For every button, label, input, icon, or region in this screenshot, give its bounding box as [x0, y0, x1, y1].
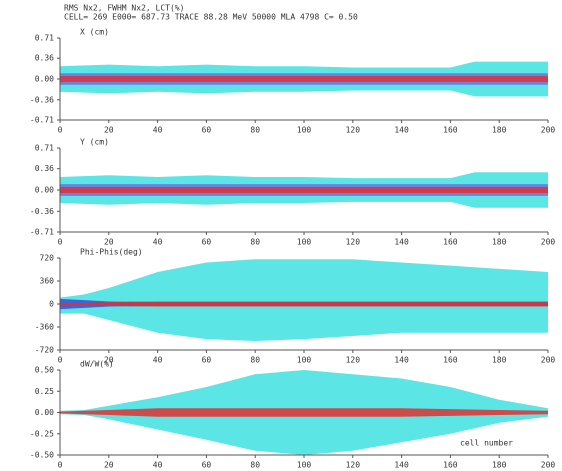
x-tick-label: 60	[202, 461, 212, 470]
x-tick-label: 20	[104, 356, 114, 365]
y-tick-label: 0.36	[35, 164, 54, 173]
annotation: cell number	[460, 439, 513, 448]
x-tick-label: 40	[153, 461, 163, 470]
envelope	[60, 259, 548, 342]
panel-label: dW/W(%)	[80, 360, 114, 369]
x-tick-label: 200	[541, 356, 556, 365]
chart-title: RMS Nx2, FWHM Nx2, LCT(%)	[64, 4, 184, 13]
x-tick-label: 60	[202, 356, 212, 365]
x-tick-label: 160	[443, 126, 458, 135]
x-tick-label: 100	[297, 238, 312, 247]
chart-subtitle: CELL= 269 E000= 687.73 TRACE 88.28 MeV 5…	[64, 13, 358, 22]
x-tick-label: 160	[443, 356, 458, 365]
y-tick-label: 0.25	[35, 387, 54, 396]
x-tick-label: 160	[443, 238, 458, 247]
x-tick-label: 40	[153, 356, 163, 365]
envelope	[60, 187, 548, 193]
panel-label: Y (cm)	[80, 138, 109, 147]
y-tick-label: -0.36	[30, 95, 54, 104]
y-tick-label: 720	[40, 254, 55, 263]
x-tick-label: 180	[492, 461, 507, 470]
x-tick-label: 120	[346, 126, 361, 135]
x-tick-label: 20	[104, 126, 114, 135]
x-tick-label: 60	[202, 126, 212, 135]
x-tick-label: 180	[492, 126, 507, 135]
y-tick-label: -720	[35, 346, 54, 355]
x-tick-label: 120	[346, 461, 361, 470]
x-tick-label: 40	[153, 126, 163, 135]
envelope	[60, 76, 548, 82]
y-tick-label: -360	[35, 323, 54, 332]
y-tick-label: 0	[49, 300, 54, 309]
envelope	[60, 408, 548, 417]
x-tick-label: 0	[58, 356, 63, 365]
x-tick-label: 120	[346, 238, 361, 247]
x-tick-label: 100	[297, 461, 312, 470]
y-tick-label: 0.00	[35, 408, 54, 417]
y-tick-label: 0.71	[35, 34, 54, 43]
x-tick-label: 120	[346, 356, 361, 365]
x-tick-label: 20	[104, 238, 114, 247]
x-tick-label: 40	[153, 238, 163, 247]
envelope	[60, 301, 548, 307]
y-tick-label: -0.36	[30, 207, 54, 216]
y-tick-label: -0.71	[30, 116, 54, 125]
x-tick-label: 140	[394, 356, 409, 365]
y-tick-label: 0.36	[35, 54, 54, 63]
x-tick-label: 140	[394, 461, 409, 470]
x-tick-label: 200	[541, 238, 556, 247]
y-tick-label: -0.50	[30, 451, 54, 460]
x-tick-label: 140	[394, 238, 409, 247]
x-tick-label: 140	[394, 126, 409, 135]
x-tick-label: 80	[250, 238, 260, 247]
y-tick-label: -0.71	[30, 228, 54, 237]
y-tick-label: -0.25	[30, 429, 54, 438]
x-tick-label: 200	[541, 461, 556, 470]
panel-label: Phi-Phis(deg)	[80, 248, 143, 257]
x-tick-label: 100	[297, 126, 312, 135]
x-tick-label: 0	[58, 461, 63, 470]
x-tick-label: 60	[202, 238, 212, 247]
x-tick-label: 200	[541, 126, 556, 135]
y-tick-label: 0.71	[35, 144, 54, 153]
x-tick-label: 80	[250, 356, 260, 365]
x-tick-label: 0	[58, 126, 63, 135]
x-tick-label: 0	[58, 238, 63, 247]
panel-label: X (cm)	[80, 28, 109, 37]
y-tick-label: 0.00	[35, 186, 54, 195]
x-tick-label: 20	[104, 461, 114, 470]
x-tick-label: 80	[250, 461, 260, 470]
y-tick-label: 0.00	[35, 75, 54, 84]
x-tick-label: 160	[443, 461, 458, 470]
y-tick-label: 0.50	[35, 366, 54, 375]
y-tick-label: 360	[40, 277, 55, 286]
x-tick-label: 100	[297, 356, 312, 365]
x-tick-label: 180	[492, 238, 507, 247]
x-tick-label: 180	[492, 356, 507, 365]
x-tick-label: 80	[250, 126, 260, 135]
